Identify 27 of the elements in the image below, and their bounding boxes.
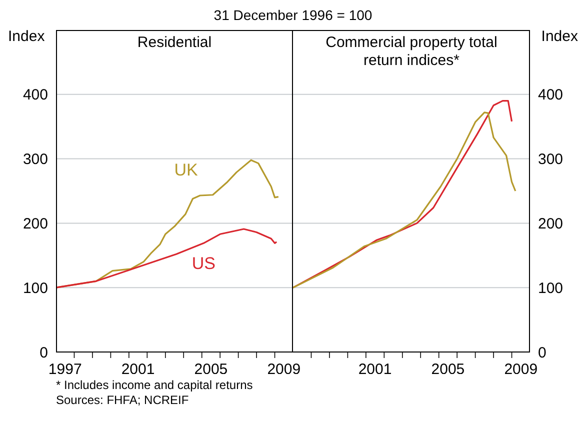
y-tick-label: 200 (22, 216, 48, 233)
x-tick-label: 2009 (504, 361, 538, 378)
y-tick-label: 400 (538, 86, 564, 104)
text: * Includes income and capital returns (56, 378, 254, 393)
x-tick-label: 2001 (358, 361, 392, 378)
x-tick-label: 2005 (194, 361, 228, 378)
y-tick-label: 400 (22, 86, 48, 104)
y-axis-title: Index (541, 28, 578, 45)
text: Commercial property total return indices* (324, 34, 498, 70)
y-axis-title: Index (8, 28, 45, 45)
source-note: Sources: FHFA; NCREIF (56, 393, 190, 408)
chart-subtitle: 31 December 1996 = 100 (212, 7, 374, 23)
x-tick-label: 1997 (48, 361, 82, 378)
x-tick-label: 2001 (121, 361, 155, 378)
series-label: US (192, 254, 216, 274)
x-tick-label: 2005 (431, 361, 465, 378)
y-tick-label: 0 (40, 344, 48, 362)
y-tick-label: 100 (538, 280, 564, 297)
y-tick-label: 200 (538, 216, 564, 233)
chart-title: Residential (136, 34, 213, 52)
x-tick-label: 2009 (267, 361, 301, 378)
y-tick-label: 100 (22, 280, 48, 297)
y-tick-label: 300 (22, 151, 48, 168)
y-tick-label: 0 (538, 344, 546, 362)
series-label: UK (174, 160, 198, 180)
line-series (56, 228, 278, 288)
y-tick-label: 300 (538, 151, 564, 168)
